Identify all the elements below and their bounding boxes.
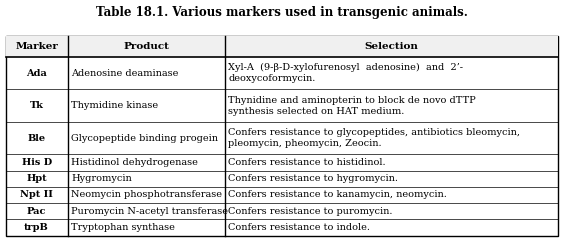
Text: Thymidine kinase: Thymidine kinase [71,101,158,110]
Text: trpB: trpB [24,223,49,232]
Text: Marker: Marker [15,42,58,51]
Text: Xyl-A  (9-β-D-xylofurenosyl  adenosine)  and  2’-
deoxycoformycin.: Xyl-A (9-β-D-xylofurenosyl adenosine) an… [228,63,464,83]
Text: His D: His D [21,158,52,167]
Text: Confers resistance to puromycin.: Confers resistance to puromycin. [228,207,393,216]
Text: Thynidine and aminopterin to block de novo dTTP
synthesis selected on HAT medium: Thynidine and aminopterin to block de no… [228,95,476,116]
Bar [6,36,558,236]
Text: Confers resistance to indole.: Confers resistance to indole. [228,223,371,232]
Text: Hpt: Hpt [27,174,47,183]
Text: Table 18.1. Various markers used in transgenic animals.: Table 18.1. Various markers used in tran… [96,6,468,19]
Text: Neomycin phosphotransferase: Neomycin phosphotransferase [71,190,222,199]
Text: Confers resistance to histidinol.: Confers resistance to histidinol. [228,158,386,167]
Text: Glycopeptide binding progein: Glycopeptide binding progein [71,134,218,143]
Text: Tk: Tk [30,101,43,110]
Text: Pac: Pac [27,207,46,216]
Text: Ble: Ble [28,134,46,143]
Text: Confers resistance to hygromycin.: Confers resistance to hygromycin. [228,174,398,183]
Text: Tryptophan synthase: Tryptophan synthase [71,223,175,232]
Text: Adenosine deaminase: Adenosine deaminase [71,69,178,78]
Text: Hygromycin: Hygromycin [71,174,131,183]
Text: Confers resistance to kanamycin, neomycin.: Confers resistance to kanamycin, neomyci… [228,190,447,199]
Bar [6,36,558,57]
Text: Product: Product [124,42,169,51]
Text: Ada: Ada [26,69,47,78]
Text: Confers resistance to glycopeptides, antibiotics bleomycin,
pleomycin, pheomycin: Confers resistance to glycopeptides, ant… [228,128,521,148]
Text: Selection: Selection [365,42,418,51]
Text: Puromycin N-acetyl transferase: Puromycin N-acetyl transferase [71,207,228,216]
Text: Histidinol dehydrogenase: Histidinol dehydrogenase [71,158,198,167]
Text: Npt II: Npt II [20,190,53,199]
